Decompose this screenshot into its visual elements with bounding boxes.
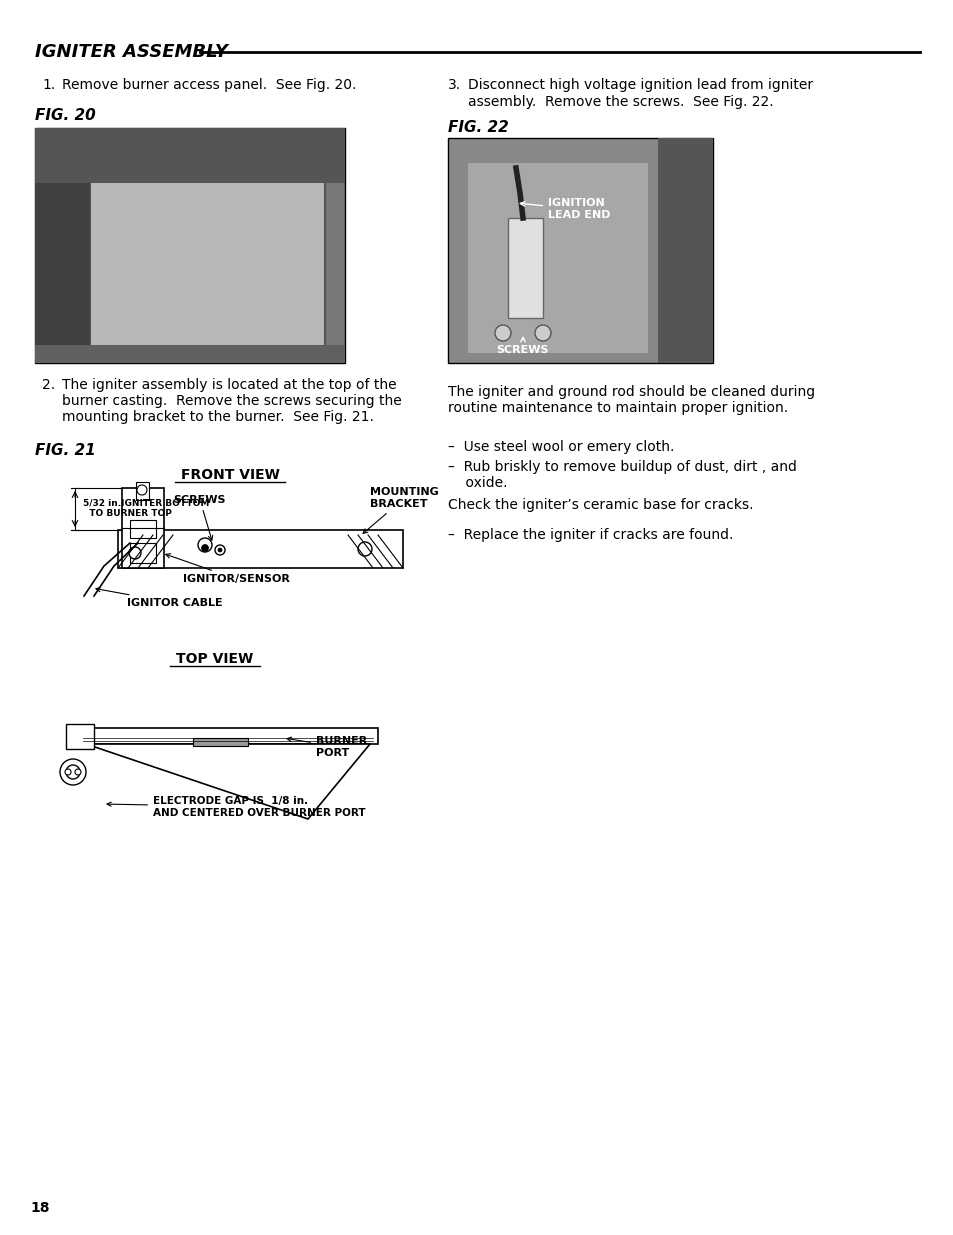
Text: MOUNTING
BRACKET: MOUNTING BRACKET — [363, 488, 438, 534]
Circle shape — [218, 548, 222, 552]
Text: TOP VIEW: TOP VIEW — [176, 652, 253, 666]
Circle shape — [137, 485, 147, 495]
Bar — [448, 138, 712, 363]
Bar — [193, 739, 248, 746]
Text: IGNITOR/SENSOR: IGNITOR/SENSOR — [166, 553, 290, 584]
Text: FIG. 22: FIG. 22 — [448, 120, 508, 135]
Text: 18: 18 — [30, 1200, 50, 1215]
Text: FIG. 20: FIG. 20 — [35, 107, 95, 124]
Circle shape — [198, 538, 212, 552]
Text: –  Replace the igniter if cracks are found.: – Replace the igniter if cracks are foun… — [448, 529, 733, 542]
Text: IGNITER ASSEMBLY: IGNITER ASSEMBLY — [35, 43, 228, 61]
Bar — [90, 143, 325, 348]
Text: 3.: 3. — [448, 78, 460, 91]
Text: SCREWS: SCREWS — [497, 337, 549, 354]
Text: The igniter assembly is located at the top of the
burner casting.  Remove the sc: The igniter assembly is located at the t… — [62, 378, 401, 425]
Text: BURNER
PORT: BURNER PORT — [287, 736, 367, 758]
Text: Check the igniter’s ceramic base for cracks.: Check the igniter’s ceramic base for cra… — [448, 498, 753, 513]
Polygon shape — [86, 743, 370, 819]
Bar — [118, 530, 402, 568]
Text: FIG. 21: FIG. 21 — [35, 443, 95, 458]
Text: 5/32 in.IGNITER BOTTOM: 5/32 in.IGNITER BOTTOM — [83, 498, 209, 508]
Bar — [468, 163, 647, 353]
Bar — [507, 219, 542, 317]
Circle shape — [357, 542, 372, 556]
Circle shape — [60, 760, 86, 785]
Text: assembly.  Remove the screws.  See Fig. 22.: assembly. Remove the screws. See Fig. 22… — [468, 95, 773, 109]
Circle shape — [66, 764, 80, 779]
Text: IGNITION
LEAD END: IGNITION LEAD END — [519, 199, 610, 220]
Bar — [35, 128, 90, 363]
Bar — [136, 482, 149, 500]
Bar — [35, 345, 345, 363]
Circle shape — [201, 545, 209, 552]
Text: –  Use steel wool or emery cloth.: – Use steel wool or emery cloth. — [448, 440, 674, 454]
Bar — [78, 727, 377, 743]
Circle shape — [214, 545, 225, 555]
Bar — [130, 543, 156, 563]
Text: FRONT VIEW: FRONT VIEW — [180, 468, 279, 482]
Bar — [130, 520, 156, 538]
Text: ELECTRODE GAP IS  1/8 in.
AND CENTERED OVER BURNER PORT: ELECTRODE GAP IS 1/8 in. AND CENTERED OV… — [107, 797, 365, 818]
Text: Disconnect high voltage ignition lead from igniter: Disconnect high voltage ignition lead fr… — [468, 78, 812, 91]
Text: TO BURNER TOP: TO BURNER TOP — [83, 509, 172, 517]
Text: SCREWS: SCREWS — [173, 495, 226, 540]
Text: 2.: 2. — [42, 378, 55, 391]
Circle shape — [65, 769, 71, 776]
Text: 1.: 1. — [42, 78, 55, 91]
Circle shape — [129, 547, 141, 559]
Text: The igniter and ground rod should be cleaned during
routine maintenance to maint: The igniter and ground rod should be cle… — [448, 385, 814, 415]
Bar — [122, 488, 164, 568]
Text: Remove burner access panel.  See Fig. 20.: Remove burner access panel. See Fig. 20. — [62, 78, 356, 91]
Bar — [658, 138, 712, 363]
Circle shape — [495, 325, 511, 341]
Bar — [66, 724, 94, 748]
Bar — [35, 128, 345, 363]
Circle shape — [535, 325, 551, 341]
Bar — [35, 128, 345, 183]
Text: IGNITOR CABLE: IGNITOR CABLE — [96, 588, 222, 608]
Circle shape — [75, 769, 81, 776]
Text: –  Rub briskly to remove buildup of dust, dirt , and
    oxide.: – Rub briskly to remove buildup of dust,… — [448, 459, 796, 490]
